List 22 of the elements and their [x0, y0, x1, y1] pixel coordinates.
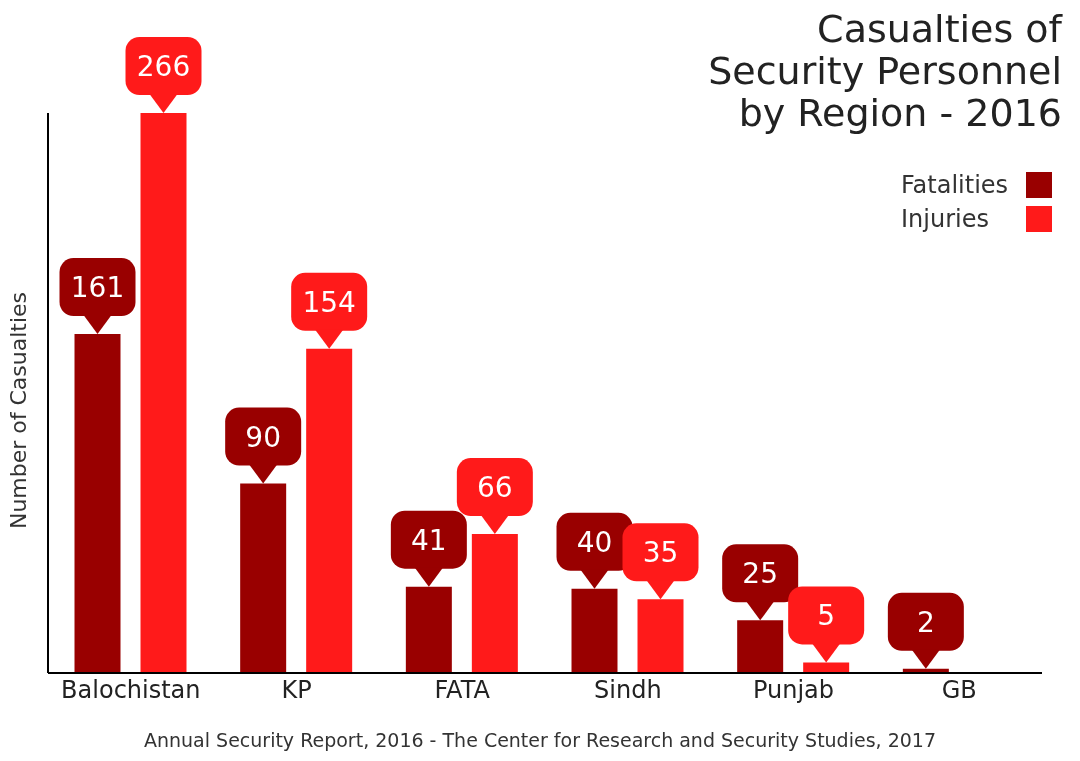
- data-label: 2: [916, 605, 935, 639]
- data-label: 161: [70, 271, 125, 305]
- text: Annual Security Report, 2016 - The Center for Research and Security Studies, 2017: [143, 729, 937, 751]
- legend-label: Injuries: [901, 205, 990, 233]
- x-tick-label: Punjab: [752, 676, 835, 705]
- chart-title: Casualties of Security Personnel by Region - 2016: [708, 7, 1062, 135]
- data-label: 35: [642, 536, 679, 570]
- data-label: 66: [477, 471, 513, 505]
- data-label: 5: [817, 599, 836, 633]
- data-label: 40: [576, 525, 613, 559]
- y-axis-title: Number of Casualties: [5, 290, 31, 532]
- x-tick-label: Sindh: [594, 676, 662, 705]
- x-tick-label: KP: [281, 676, 312, 705]
- data-label: 41: [411, 523, 447, 557]
- x-tick-label: Balochistan: [61, 676, 201, 705]
- data-label: 90: [245, 420, 281, 454]
- data-label: 25: [742, 557, 778, 591]
- legend-label: Fatalities: [901, 171, 1010, 199]
- x-tick-label: FATA: [434, 676, 491, 705]
- data-label: 154: [302, 285, 356, 319]
- data-label: 266: [136, 50, 191, 83]
- x-tick-label: GB: [941, 676, 977, 705]
